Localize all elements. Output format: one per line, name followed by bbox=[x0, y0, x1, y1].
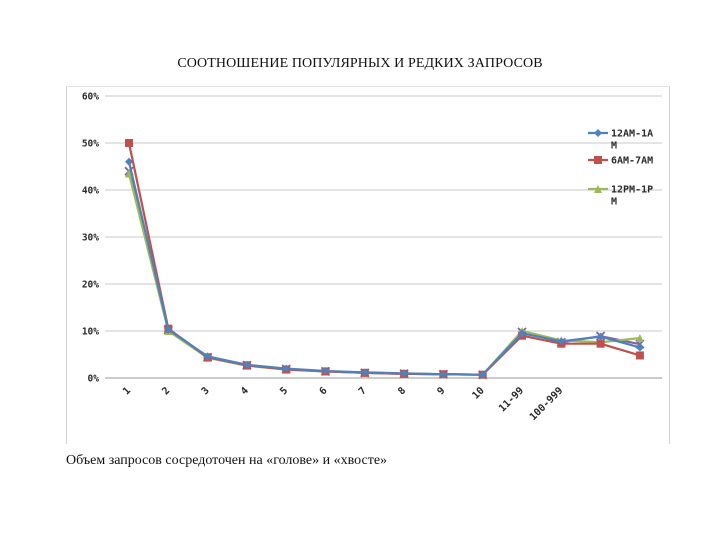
x-tick-label: 4 bbox=[239, 385, 251, 397]
data-point bbox=[596, 332, 605, 341]
series-line bbox=[127, 161, 641, 376]
legend-label: 12PM-1P bbox=[611, 185, 653, 196]
data-point bbox=[635, 334, 644, 343]
y-tick-label: 20% bbox=[82, 280, 99, 291]
x-tick-label: 11-99 bbox=[497, 385, 526, 414]
data-point bbox=[242, 360, 251, 369]
x-tick-label: 100-999 bbox=[528, 385, 566, 423]
y-tick-label: 50% bbox=[82, 139, 99, 150]
data-point bbox=[360, 368, 369, 377]
x-tick-label: 10 bbox=[471, 385, 487, 401]
legend-label: 6AM-7AM bbox=[611, 156, 653, 167]
data-point bbox=[557, 337, 566, 346]
x-tick-label: 2 bbox=[160, 385, 172, 397]
data-point bbox=[164, 325, 173, 334]
legend-label: M bbox=[611, 141, 617, 152]
slide-title: СООТНОШЕНИЕ ПОПУЛЯРНЫХ И РЕДКИХ ЗАПРОСОВ bbox=[177, 56, 543, 71]
data-point bbox=[125, 169, 133, 178]
x-tick-label: 9 bbox=[435, 385, 447, 397]
data-point bbox=[635, 343, 644, 352]
data-point bbox=[635, 351, 644, 360]
data-point bbox=[125, 157, 133, 166]
x-tick-label: 3 bbox=[200, 385, 212, 397]
data-point bbox=[596, 339, 605, 348]
data-point bbox=[594, 185, 602, 193]
chart-frame bbox=[66, 86, 670, 444]
data-point bbox=[478, 370, 487, 379]
data-point bbox=[282, 364, 291, 373]
x-tick-label: 8 bbox=[396, 385, 408, 397]
slide-caption: Объем запросов сосредоточен на «голове» … bbox=[66, 453, 388, 468]
y-tick-label: 30% bbox=[82, 233, 99, 244]
y-tick-label: 60% bbox=[82, 92, 99, 103]
data-point bbox=[321, 366, 330, 375]
x-tick-label: 7 bbox=[357, 385, 369, 397]
legend-label: 12AM-1A bbox=[611, 129, 653, 140]
legend-label: M bbox=[611, 197, 617, 208]
data-point bbox=[400, 369, 409, 378]
data-point bbox=[518, 329, 526, 338]
data-point bbox=[594, 156, 602, 164]
data-point bbox=[594, 129, 602, 137]
data-point bbox=[125, 139, 133, 147]
y-tick-label: 0% bbox=[88, 374, 100, 385]
y-tick-label: 40% bbox=[82, 186, 99, 197]
y-tick-label: 10% bbox=[82, 327, 99, 338]
x-tick-label: 5 bbox=[278, 385, 290, 397]
x-tick-label: 1 bbox=[121, 385, 133, 397]
x-tick-label: 6 bbox=[318, 385, 330, 397]
data-point bbox=[203, 352, 212, 361]
data-point bbox=[439, 370, 448, 379]
